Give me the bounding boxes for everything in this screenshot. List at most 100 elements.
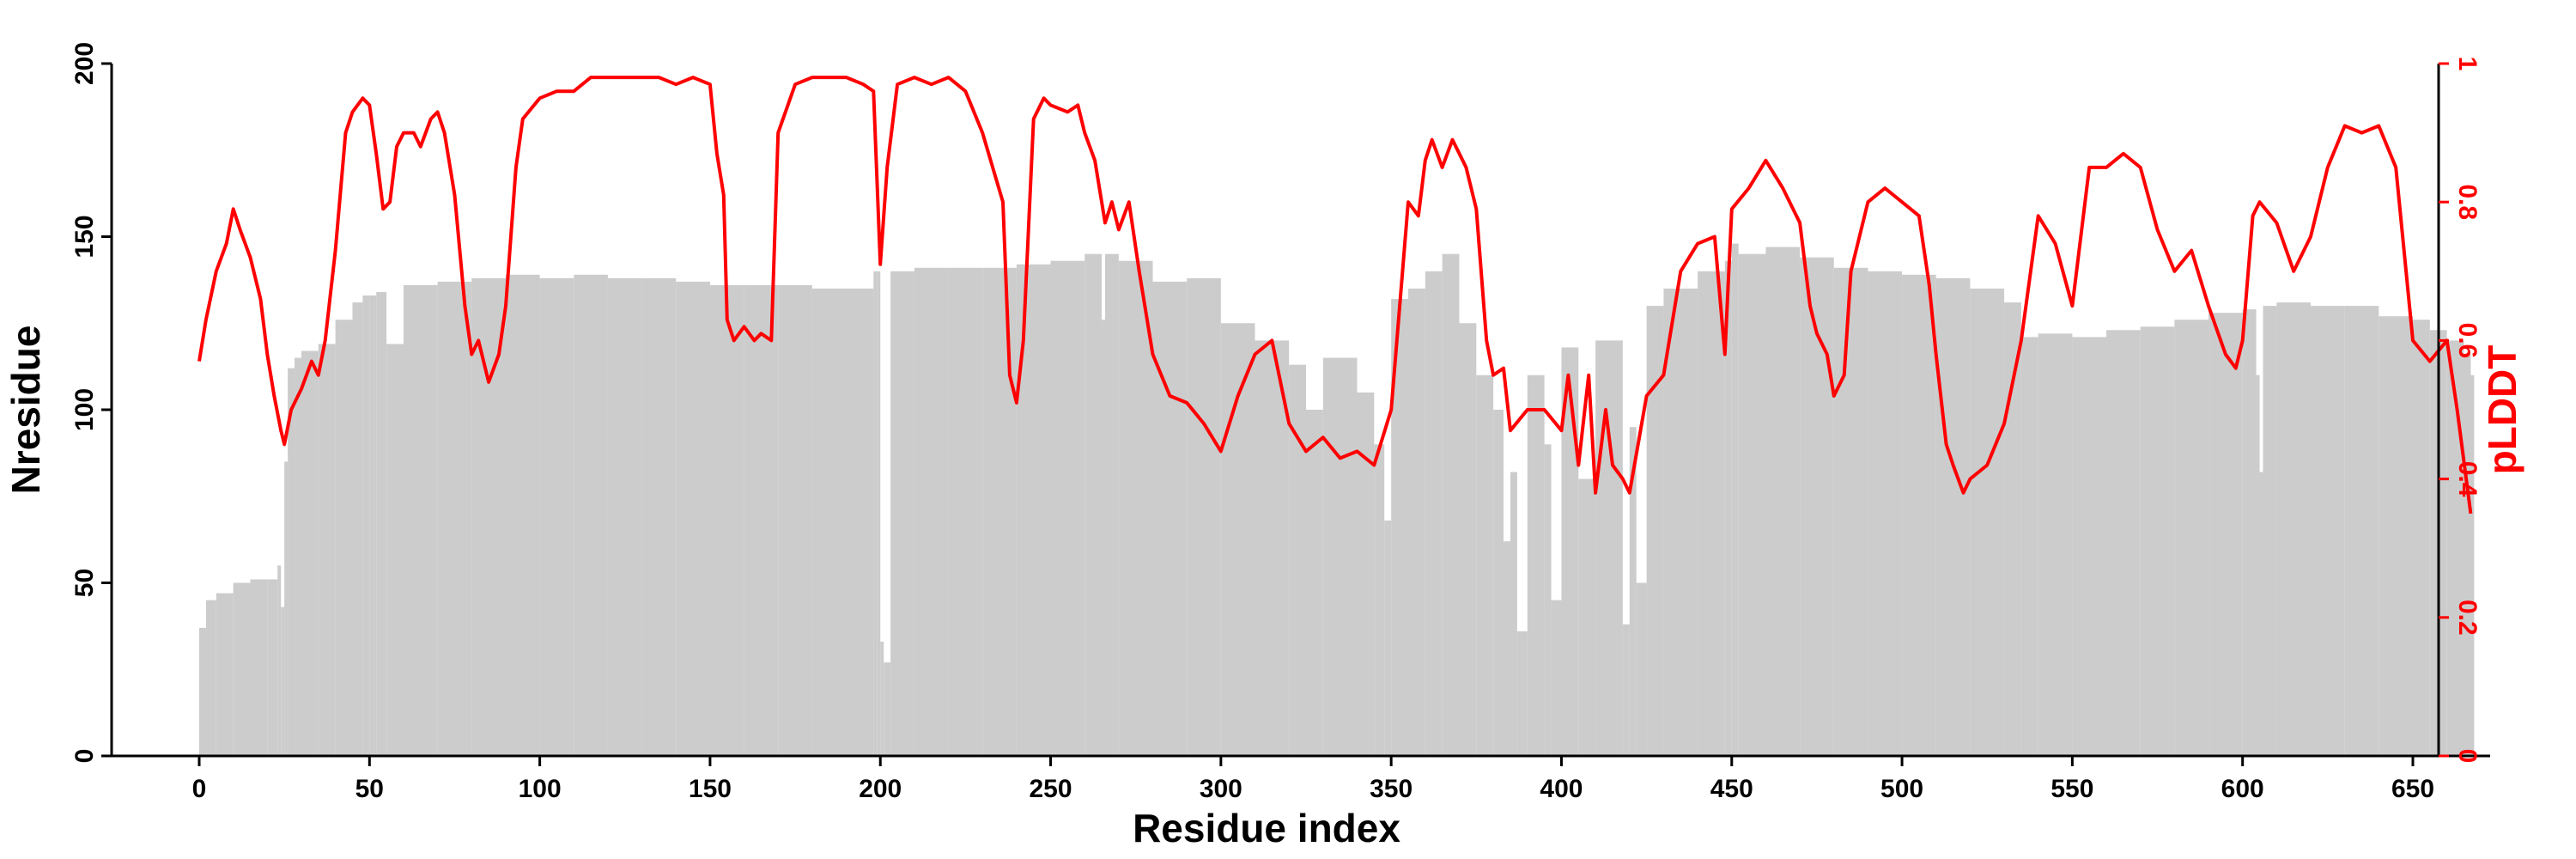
nresidue-bar (539, 277, 574, 756)
nresidue-bar (2344, 306, 2379, 757)
nresidue-bar (362, 295, 370, 756)
nresidue-bar (2004, 302, 2021, 756)
x-tick-label: 250 (1030, 775, 1072, 803)
nresidue-bar (2174, 320, 2209, 756)
nresidue-bar (505, 274, 540, 757)
nresidue-bar (880, 642, 884, 756)
nresidue-bar (335, 320, 353, 756)
y-right-tick-label: 0.6 (2453, 323, 2482, 359)
nresidue-bar (1935, 277, 1971, 756)
x-tick-label: 300 (1200, 775, 1242, 803)
nresidue-bar (1724, 260, 1732, 757)
nresidue-bar (1544, 444, 1552, 756)
x-tick-label: 450 (1710, 775, 1753, 803)
nresidue-bar (982, 267, 1017, 756)
nresidue-bar (676, 281, 710, 756)
nresidue-bar (948, 267, 983, 756)
nresidue-bar (1731, 243, 1739, 756)
nresidue-bar (1646, 306, 1664, 757)
nresidue-bar (1050, 260, 1085, 757)
nresidue-bar (1289, 364, 1306, 756)
nresidue-bar (1738, 253, 1766, 756)
nresidue-bar (1374, 444, 1385, 756)
nresidue-bar (890, 271, 914, 756)
y-right-tick-label: 1 (2453, 57, 2482, 71)
nresidue-bar (288, 368, 295, 756)
y-axis-right-ticks: 0 0.2 0.4 0.6 0.8 1 (2439, 57, 2482, 764)
nresidue-bar (1833, 267, 1868, 756)
nresidue-bar (437, 281, 472, 756)
x-tick-label: 650 (2391, 775, 2434, 803)
nresidue-bar (884, 662, 891, 756)
nresidue-bar (1357, 392, 1375, 756)
y-axis-left-ticks: 0 50 100 150 200 (70, 42, 112, 763)
nresidue-bar (205, 600, 216, 756)
nresidue-bar (1612, 340, 1623, 756)
nresidue-bar (1578, 478, 1596, 756)
nresidue-bar (641, 277, 677, 756)
nresidue-bar (846, 288, 874, 756)
nresidue-bar (1510, 472, 1517, 756)
nresidue-bar (1970, 288, 2005, 756)
nresidue-bar (914, 267, 949, 756)
x-axis-title: Residue index (1133, 806, 1400, 850)
nresidue-bar (873, 271, 878, 756)
nresidue-bar (574, 274, 608, 757)
nresidue-bar (1118, 260, 1153, 757)
nresidue-bar (1504, 541, 1510, 756)
y-left-tick-label: 0 (70, 749, 99, 764)
x-tick-label: 150 (689, 775, 732, 803)
nresidue-bar (2470, 375, 2475, 756)
x-tick-label: 50 (355, 775, 384, 803)
nresidue-bar (1493, 410, 1504, 756)
nresidue-bar (376, 291, 387, 757)
nresidue-bar (1306, 410, 1323, 756)
nresidue-bar (877, 271, 881, 756)
x-tick-label: 350 (1370, 775, 1413, 803)
nresidue-bar (352, 302, 363, 756)
nresidue-bar (1152, 281, 1188, 756)
nresidue-bar (1561, 347, 1579, 756)
nresidue-bar (744, 284, 779, 756)
nresidue-bar (1527, 375, 1545, 756)
nresidue-bar (1476, 375, 1494, 756)
nresidue-bar (295, 357, 301, 756)
nresidue-bar (1407, 288, 1425, 756)
nresidue-bar (199, 627, 206, 756)
nresidue-bar (2464, 354, 2471, 756)
nresidue-bar (2038, 333, 2073, 756)
nresidue-bar (2242, 309, 2257, 756)
x-tick-label: 0 (192, 775, 207, 803)
nresidue-bar (2106, 330, 2141, 756)
x-tick-label: 200 (859, 775, 902, 803)
x-tick-label: 550 (2050, 775, 2093, 803)
y-right-tick-label: 0 (2453, 749, 2482, 764)
nresidue-bar (778, 284, 812, 756)
nresidue-bar (1322, 357, 1358, 756)
x-tick-label: 100 (519, 775, 562, 803)
nresidue-bar (2256, 375, 2260, 756)
nresidue-bar (1084, 253, 1103, 756)
nresidue-bar (369, 295, 377, 756)
nresidue-bar (1595, 340, 1613, 756)
x-tick-label: 600 (2221, 775, 2264, 803)
x-tick-label: 400 (1540, 775, 1583, 803)
plddt-line (197, 76, 2473, 515)
nresidue-bar (1016, 264, 1051, 756)
y-right-tick-label: 0.2 (2453, 600, 2482, 636)
nresidue-bar (1629, 427, 1637, 756)
nresidue-bar (811, 288, 847, 756)
nresidue-bar (1384, 520, 1392, 756)
nresidue-bar (2263, 306, 2277, 757)
nresidue-bar (1459, 323, 1477, 756)
nresidue-bar (233, 582, 251, 756)
nresidue-bar (2072, 337, 2107, 756)
nresidue-bar (709, 284, 744, 756)
nresidue-bar (267, 579, 278, 756)
nresidue-bar (1765, 247, 1801, 757)
y-left-tick-label: 200 (70, 42, 99, 85)
y-right-tick-label: 0.4 (2453, 461, 2482, 497)
nresidue-bar (1622, 624, 1630, 756)
nresidue-bar (1800, 257, 1834, 756)
nresidue-bar (2140, 326, 2175, 756)
